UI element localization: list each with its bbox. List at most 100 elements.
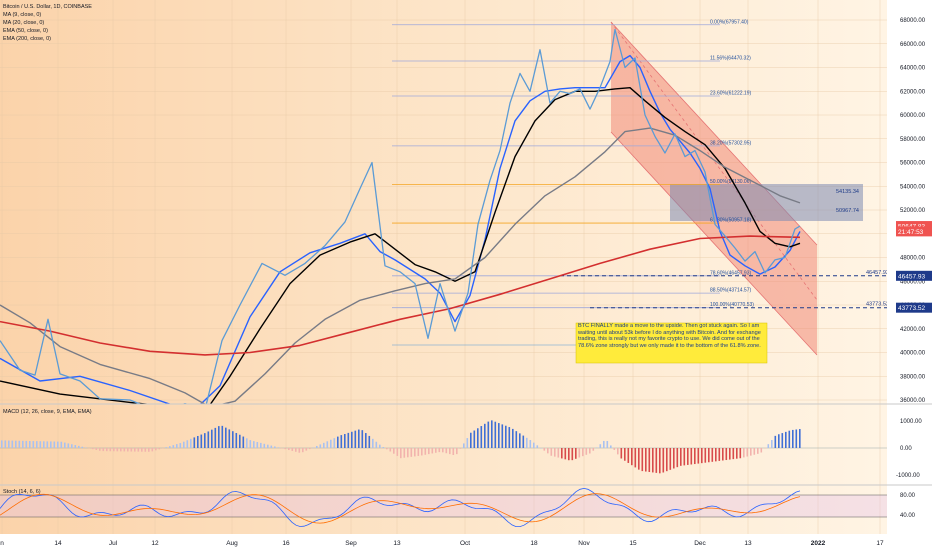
macd-bar	[120, 448, 122, 452]
macd-pane[interactable]: MACD (12, 26, close, 9, EMA, EMA) 1000.0…	[0, 409, 922, 479]
macd-bar	[8, 440, 10, 448]
time-tick-label: 2022	[811, 540, 826, 547]
macd-bar	[309, 448, 311, 450]
price-tag-box	[896, 302, 932, 313]
series-lines	[0, 28, 801, 404]
macd-bar	[428, 448, 430, 455]
macd-bar	[617, 448, 619, 455]
macd-bar	[778, 434, 780, 448]
macd-bar	[494, 421, 497, 448]
macd-bar	[372, 438, 374, 448]
price-tick-label: 64000.00	[900, 66, 926, 72]
main-price-pane[interactable]: 0.00%(67957.40) 11.56%(64470.32) 23.60%(61…	[0, 19, 889, 412]
macd-bar	[652, 448, 654, 473]
macd-bar	[648, 448, 651, 472]
macd-bar	[211, 429, 213, 448]
macd-bar	[438, 448, 441, 453]
macd-bar	[711, 448, 714, 462]
macd-bar	[522, 435, 525, 448]
macd-bar	[407, 448, 409, 458]
annotation-box[interactable]	[575, 322, 768, 364]
macd-bar	[204, 433, 206, 448]
macd-bar	[375, 441, 378, 448]
fib-label: 78.60%(46457.93)	[710, 270, 751, 276]
channel-mid-line	[610, 21, 818, 301]
indicator-ema50[interactable]: EMA (50, close, 0)	[3, 28, 48, 34]
macd-bar	[333, 438, 336, 448]
time-tick-label: 13	[393, 540, 401, 547]
horizontal-levels: 46457.93 43773.52	[560, 270, 887, 309]
price-tick-label: 40000.00	[900, 351, 926, 357]
macd-bar	[708, 448, 710, 463]
macd-bar	[568, 448, 570, 461]
macd-bar	[274, 446, 276, 448]
macd-bar	[71, 444, 73, 448]
macd-bar	[221, 425, 224, 448]
fib-label: 61.80%(50957.18)	[710, 218, 751, 224]
macd-bar	[757, 448, 759, 454]
macd-bar	[442, 448, 444, 453]
macd-bar	[536, 445, 539, 448]
macd-bar	[326, 441, 329, 448]
macd-bar	[396, 448, 399, 456]
macd-bar	[599, 444, 602, 448]
fib-label: 38.20%(57302.95)	[710, 140, 751, 146]
macd-bar	[449, 448, 451, 455]
macd-bar	[365, 433, 367, 448]
annotation-text: BTC FINALLY made a move to the upside. T…	[578, 323, 761, 349]
indicator-ema200[interactable]: EMA (200, close, 0)	[3, 36, 51, 42]
price-tag-label: 43773.52	[898, 305, 925, 312]
macd-bar	[750, 448, 752, 456]
macd-bar	[270, 445, 273, 448]
time-axis[interactable]: n 14 Jul 12 Aug 16 Sep 13 Oct 18 Nov 15 Dec 13 2022 17	[0, 540, 884, 547]
macd-bar	[603, 440, 605, 448]
macd-bar	[256, 442, 259, 448]
macd-bar	[655, 448, 658, 473]
macd-bar	[519, 433, 521, 448]
indicator-ma9[interactable]: MA (9, close, 0)	[3, 12, 41, 18]
macd-bar	[144, 448, 147, 452]
series-line-2	[0, 127, 801, 404]
macd-bar	[638, 448, 640, 470]
fib-label: 50.00%(54130.06)	[710, 179, 751, 185]
macd-bar	[606, 441, 609, 448]
macd-bar	[732, 448, 735, 460]
price-tick-label: 48000.00	[900, 256, 926, 262]
macd-bar	[767, 444, 770, 448]
stoch-tick-40: 40.00	[900, 513, 916, 519]
macd-bar	[421, 448, 423, 456]
macd-bar	[295, 448, 297, 452]
series-line-4	[0, 28, 801, 404]
macd-bar	[669, 448, 672, 470]
macd-bar	[662, 448, 665, 473]
price-tick-label: 42000.00	[900, 327, 926, 333]
macd-bar	[666, 448, 668, 472]
time-tick-label: Nov	[578, 540, 590, 547]
macd-bar	[207, 431, 210, 448]
macd-bar	[512, 428, 514, 448]
macd-bar	[620, 448, 623, 459]
stoch-pane[interactable]: Stoch (14, 6, 6) 80.00 40.00	[0, 487, 916, 527]
macd-bar	[634, 448, 637, 468]
macd-bar	[239, 434, 241, 448]
indicator-ma20[interactable]: MA (20, close, 0)	[3, 20, 44, 26]
macd-bar	[725, 448, 728, 461]
time-tick-label: 13	[744, 540, 752, 547]
macd-bar	[431, 448, 434, 454]
macd-bar	[743, 448, 745, 458]
macd-bar	[141, 448, 143, 452]
price-tick-label: 52000.00	[900, 208, 926, 214]
macd-bar	[200, 434, 203, 448]
macd-bar	[774, 435, 777, 448]
macd-bar	[298, 448, 301, 453]
macd-bar	[155, 448, 157, 451]
macd-bar	[550, 448, 553, 456]
macd-bar	[554, 448, 556, 457]
fib-label: 0.00%(67957.40)	[710, 19, 749, 25]
macd-bar	[218, 426, 220, 448]
symbol-title[interactable]: Bitcoin / U.S. Dollar, 1D, COINBASE	[3, 4, 92, 10]
macd-bar	[715, 448, 717, 462]
price-axis-labels: 68000.00 66000.00 64000.00 62000.00 60000.00…	[896, 18, 932, 404]
macd-bar	[515, 431, 518, 448]
macd-bar	[158, 448, 161, 450]
